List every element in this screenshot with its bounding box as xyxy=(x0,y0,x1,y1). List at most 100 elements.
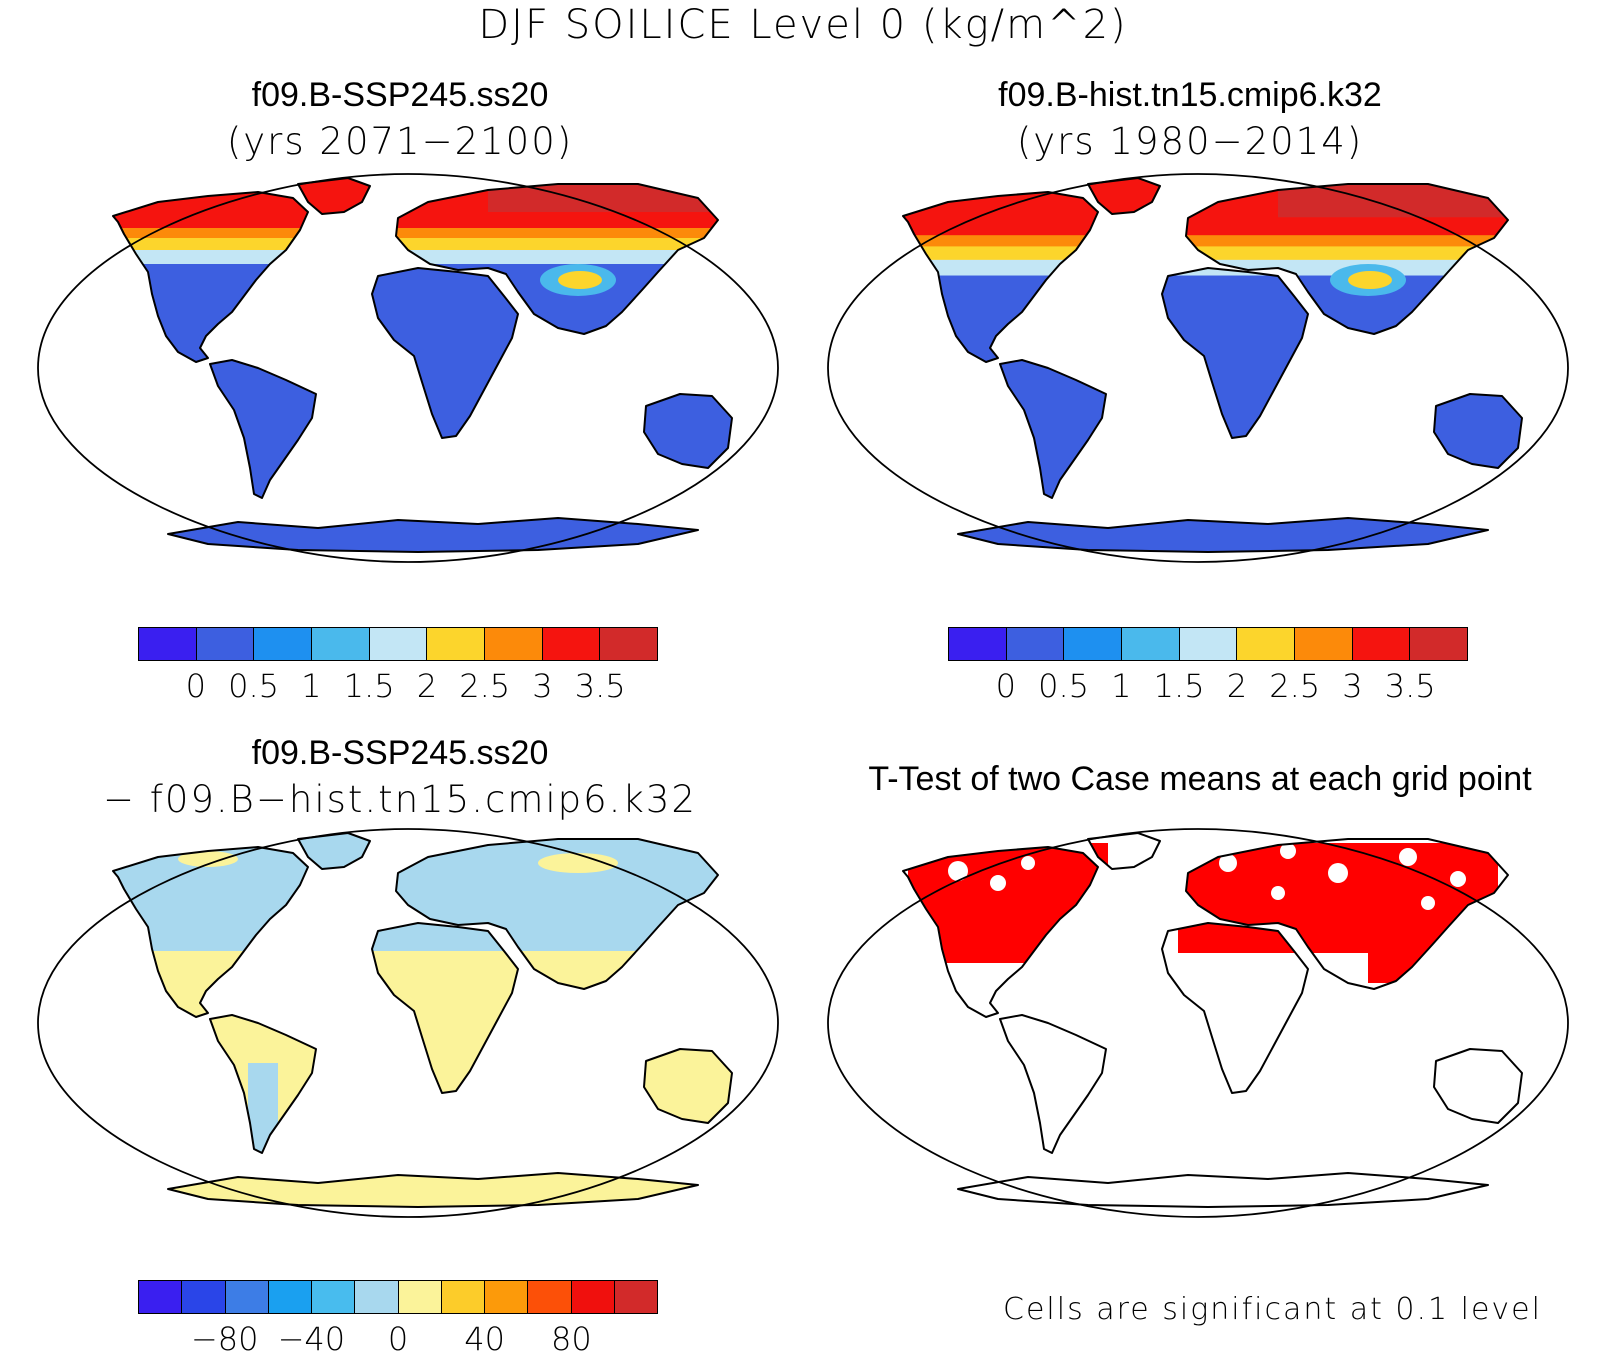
significance-note: Cells are significant at 0.1 level xyxy=(1003,1292,1542,1327)
coastline-green xyxy=(1087,177,1161,215)
non-significant-cell xyxy=(1450,871,1466,887)
colorbar-swatch xyxy=(139,1281,183,1313)
coastline-na xyxy=(112,191,309,363)
colorbar-tick-label: 0 xyxy=(387,1320,409,1358)
coastline-ant xyxy=(957,1172,1489,1208)
map-border xyxy=(37,173,779,563)
colorbar-swatch xyxy=(1295,628,1353,660)
field-band xyxy=(488,178,718,212)
coastline-ant xyxy=(167,1172,699,1208)
panel-ttest-title: T-Test of two Case means at each grid po… xyxy=(868,760,1532,798)
field-negative xyxy=(113,833,732,951)
coastline-ant xyxy=(167,517,699,553)
coastline-af xyxy=(371,267,519,439)
map-border xyxy=(827,828,1569,1218)
non-significant-cell xyxy=(1219,854,1237,872)
colorbar-tick-label: 1.5 xyxy=(1153,667,1205,705)
coastline-na xyxy=(902,191,1099,363)
map-case1 xyxy=(37,173,779,563)
colorbar-swatch xyxy=(600,628,658,660)
map-field xyxy=(113,178,732,552)
tibet-plateau xyxy=(1348,271,1392,289)
colorbar-tick-label: −80 xyxy=(190,1320,259,1358)
colorbar-tick-label: 0.5 xyxy=(1038,667,1089,705)
colorbar-swatch xyxy=(949,628,1007,660)
panel-diff-subtitle: − f09.B−hist.tn15.cmip6.k32 xyxy=(103,778,697,821)
map-field xyxy=(903,833,1522,1207)
colorbar-swatch xyxy=(254,628,313,660)
colorbar-swatch xyxy=(139,628,197,660)
colorbar-swatch xyxy=(1064,628,1123,660)
coastline-sa xyxy=(999,359,1107,499)
coastline-eu xyxy=(1185,838,1509,990)
colorbar-swatch xyxy=(312,1281,356,1313)
coastline-af xyxy=(371,922,519,1094)
coastline-au xyxy=(643,1048,733,1124)
colorbar-tick-label: 0 xyxy=(995,667,1016,705)
colorbar-tick-label: 3 xyxy=(532,667,553,705)
coastline-green xyxy=(1087,832,1161,870)
non-significant-cell xyxy=(1021,856,1035,870)
coastline-green xyxy=(297,832,371,870)
colorbar-swatch xyxy=(369,628,428,660)
colorbar-tick-label: 1 xyxy=(1111,667,1132,705)
figure-title: DJF SOILICE Level 0 (kg/m^2) xyxy=(478,2,1128,48)
coastline-eu xyxy=(395,838,719,990)
map-case2 xyxy=(827,173,1569,563)
coastline-na xyxy=(902,846,1099,1018)
panel-case1-subtitle: (yrs 2071−2100) xyxy=(226,120,574,163)
colorbar-swatch xyxy=(528,1281,572,1313)
coastline-au xyxy=(1433,1048,1523,1124)
colorbar-tick-label: 1 xyxy=(301,667,322,705)
colorbar-tick-label: 3.5 xyxy=(574,667,626,705)
panel-case2-subtitle: (yrs 1980−2014) xyxy=(1016,120,1364,163)
coastline-af xyxy=(1161,267,1309,439)
colorbar-swatch xyxy=(196,628,255,660)
coastline-eu xyxy=(1185,183,1509,335)
colorbar-swatch xyxy=(1006,628,1065,660)
colorbar-tick-label: 1.5 xyxy=(343,667,395,705)
colorbar-swatch xyxy=(225,1281,269,1313)
colorbar-swatch xyxy=(441,1281,485,1313)
colorbar-swatch xyxy=(1179,628,1238,660)
colorbar-tick-label: 2 xyxy=(1226,667,1248,705)
colorbar-swatch xyxy=(614,1281,657,1313)
map-field xyxy=(903,178,1522,552)
colorbar-case2 xyxy=(948,627,1468,661)
colorbar-tick-label: −40 xyxy=(277,1320,346,1358)
colorbar-tick-label: 0 xyxy=(185,667,206,705)
colorbar-swatch xyxy=(1237,628,1296,660)
panel-diff-title: f09.B-SSP245.ss20 xyxy=(251,734,549,772)
colorbar-tick-label: 80 xyxy=(550,1320,592,1358)
coastline-au xyxy=(643,393,733,469)
colorbar-tick-label: 2 xyxy=(416,667,438,705)
colorbar-swatch xyxy=(542,628,601,660)
coastline-na xyxy=(112,846,309,1018)
map-border xyxy=(827,173,1569,563)
coastline-af xyxy=(1161,922,1309,1094)
colorbar-tick-label: 2.5 xyxy=(1269,667,1321,705)
colorbar-tick-label: 0.5 xyxy=(228,667,279,705)
coastline-green xyxy=(297,177,371,215)
coastline-sa xyxy=(209,1014,317,1154)
colorbar-tick-label: 2.5 xyxy=(459,667,511,705)
map-border xyxy=(37,828,779,1218)
colorbar-swatch xyxy=(268,1281,312,1313)
colorbar-swatch xyxy=(1122,628,1180,660)
colorbar-swatch xyxy=(1410,628,1468,660)
significant-cells xyxy=(1368,953,1438,983)
field-band xyxy=(1278,178,1508,218)
colorbar-swatch xyxy=(427,628,486,660)
colorbar-diff xyxy=(138,1280,658,1314)
non-significant-cell xyxy=(990,875,1006,891)
non-significant-cell xyxy=(1421,896,1435,910)
colorbar-tick-label: 3.5 xyxy=(1384,667,1436,705)
field-positive xyxy=(178,851,238,867)
non-significant-cell xyxy=(1280,843,1296,859)
colorbar-case1 xyxy=(138,627,658,661)
colorbar-swatch xyxy=(312,628,370,660)
coastline-ant xyxy=(957,517,1489,553)
colorbar-swatch xyxy=(1352,628,1411,660)
non-significant-cell xyxy=(1399,848,1417,866)
